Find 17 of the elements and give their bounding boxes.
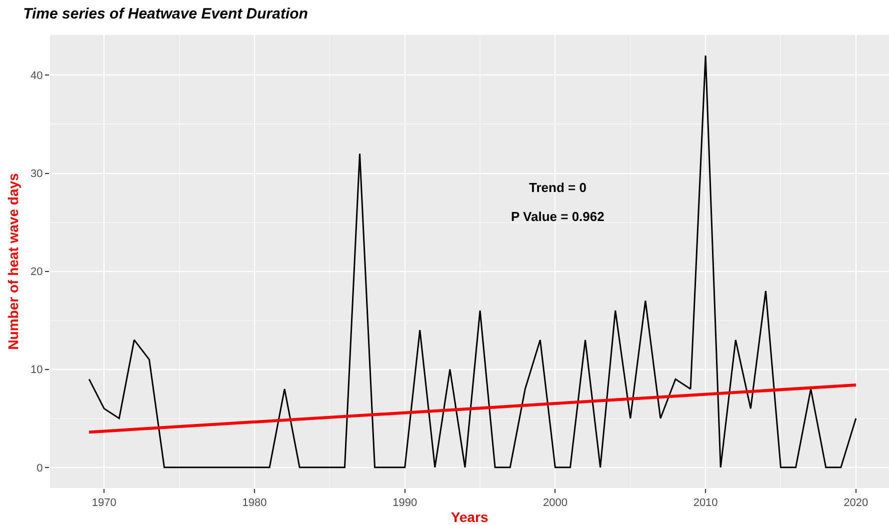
x-tick-label: 1990	[392, 497, 418, 510]
x-tick-label: 2010	[693, 497, 718, 510]
y-axis-title: Number of heat wave days	[5, 172, 22, 350]
annotation: Trend = 0	[529, 180, 586, 195]
x-axis-title: Years	[450, 509, 488, 525]
y-tick-label: 20	[30, 266, 43, 278]
y-tick-label: 0	[36, 462, 43, 474]
chart-title: Time series of Heatwave Event Duration	[23, 5, 308, 22]
line-series	[88, 54, 857, 468]
annotation: P Value = 0.962	[511, 209, 604, 224]
y-tick-label: 30	[30, 168, 43, 180]
x-tick-label: 1980	[242, 497, 267, 510]
y-tick-label: 40	[30, 70, 43, 82]
x-tick-label: 1970	[92, 497, 116, 510]
x-tick-label: 2020	[844, 497, 868, 510]
y-tick-label: 10	[30, 364, 43, 376]
x-tick-label: 2000	[542, 497, 568, 510]
